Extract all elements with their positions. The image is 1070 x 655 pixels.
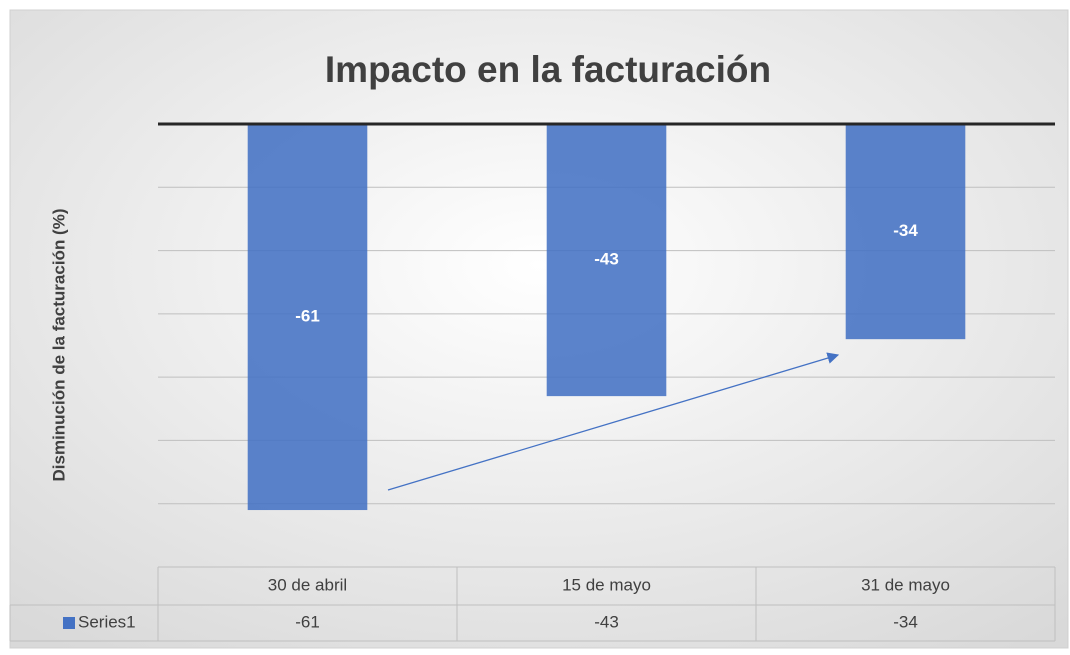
x-tick-label: 15 de mayo (562, 575, 651, 594)
bar (845, 124, 966, 340)
x-tick-label: 31 de mayo (861, 575, 950, 594)
trend-arrow (387, 352, 840, 491)
data-label: -61 (295, 307, 320, 326)
bar (247, 124, 368, 511)
table-value: -61 (295, 612, 320, 631)
legend-key (63, 617, 75, 629)
data-label: -43 (594, 250, 619, 269)
chart-title: Impacto en la facturación (325, 49, 771, 90)
bars: -61 -43 -34 (158, 122, 1055, 511)
bar (546, 124, 667, 397)
legend-label: Series1 (78, 612, 136, 631)
table-value: -43 (594, 612, 619, 631)
x-tick-label: 30 de abril (268, 575, 347, 594)
data-table: 30 de abril 15 de mayo 31 de mayo Series1 -6… (9, 566, 1056, 642)
y-axis-label: Disminución de la facturación (%) (49, 209, 68, 482)
table-value: -34 (893, 612, 918, 631)
data-label: -34 (893, 221, 918, 240)
